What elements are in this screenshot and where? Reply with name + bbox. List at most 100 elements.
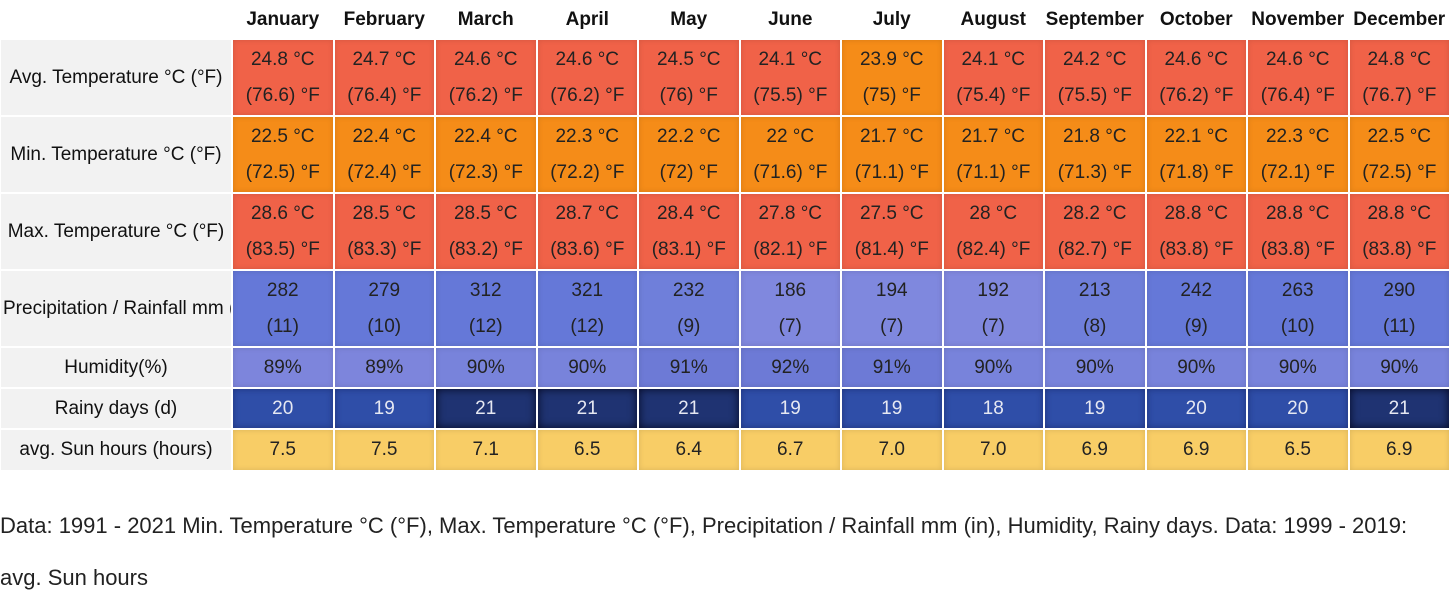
cell-primary-value: 90% bbox=[1380, 356, 1419, 378]
cell-secondary-value: (76.7) °F bbox=[1362, 84, 1437, 106]
data-cell: 90% bbox=[436, 348, 536, 387]
cell-secondary-value: (72.2) °F bbox=[550, 161, 625, 183]
cell-secondary-value: (75) °F bbox=[862, 84, 921, 106]
cell-primary-value: 22.3 °C bbox=[555, 125, 620, 147]
cell-primary-value: 20 bbox=[1287, 397, 1309, 419]
cell-primary-value: 7.5 bbox=[269, 439, 296, 460]
cell-secondary-value: (71.3) °F bbox=[1057, 161, 1132, 183]
cell-primary-value: 22.3 °C bbox=[1265, 125, 1330, 147]
cell-primary-value: 290 bbox=[1383, 279, 1416, 301]
cell-primary-value: 19 bbox=[881, 397, 903, 419]
data-cell: 213 (8) bbox=[1045, 271, 1145, 346]
data-cell: 290 (11) bbox=[1349, 271, 1449, 346]
data-cell: 7.0 bbox=[842, 430, 942, 470]
month-header-row: January February March April May June July Augu… bbox=[1, 2, 1449, 38]
cell-primary-value: 90% bbox=[1177, 356, 1216, 378]
data-cell: 24.8 °C (76.6) °F bbox=[233, 40, 333, 115]
data-cell: 6.9 bbox=[1045, 430, 1145, 470]
data-cell: 22.3 °C (72.2) °F bbox=[537, 117, 637, 192]
data-cell: 24.2 °C (75.5) °F bbox=[1045, 40, 1145, 115]
cell-primary-value: 24.6 °C bbox=[1164, 48, 1229, 70]
data-cell: 22.1 °C (71.8) °F bbox=[1146, 117, 1246, 192]
data-cell: 312 (12) bbox=[436, 271, 536, 346]
table-body: Avg. Temperature °C (°F) 24.8 °C (76.6) °F… bbox=[1, 40, 1449, 470]
cell-primary-value: 7.0 bbox=[980, 439, 1007, 460]
cell-primary-value: 24.7 °C bbox=[352, 48, 417, 70]
data-cell: 23.9 °C (75) °F bbox=[842, 40, 942, 115]
cell-primary-value: 21.7 °C bbox=[859, 125, 924, 147]
data-cell: 21.7 °C (71.1) °F bbox=[943, 117, 1043, 192]
data-cell: 89% bbox=[334, 348, 434, 387]
cell-primary-value: 21 bbox=[678, 397, 700, 419]
data-cell: 7.1 bbox=[436, 430, 536, 470]
cell-primary-value: 21.7 °C bbox=[961, 125, 1026, 147]
month-header-march: March bbox=[436, 2, 536, 38]
data-cell: 90% bbox=[1248, 348, 1348, 387]
cell-primary-value: 282 bbox=[266, 279, 299, 301]
cell-secondary-value: (10) bbox=[367, 315, 402, 337]
cell-secondary-value: (8) bbox=[1083, 315, 1107, 337]
data-cell: 22.4 °C (72.3) °F bbox=[436, 117, 536, 192]
data-cell: 24.7 °C (76.4) °F bbox=[334, 40, 434, 115]
cell-secondary-value: (10) bbox=[1280, 315, 1315, 337]
data-cell: 90% bbox=[1146, 348, 1246, 387]
data-cell: 89% bbox=[233, 348, 333, 387]
cell-secondary-value: (72.5) °F bbox=[1362, 161, 1437, 183]
avg-temperature-row: Avg. Temperature °C (°F) 24.8 °C (76.6) °F… bbox=[1, 40, 1449, 115]
cell-primary-value: 20 bbox=[1185, 397, 1207, 419]
cell-primary-value: 22.4 °C bbox=[352, 125, 417, 147]
data-cell: 194 (7) bbox=[842, 271, 942, 346]
data-cell: 28.5 °C (83.2) °F bbox=[436, 194, 536, 269]
cell-primary-value: 24.8 °C bbox=[1367, 48, 1432, 70]
month-header-may: May bbox=[639, 2, 739, 38]
cell-primary-value: 6.9 bbox=[1183, 439, 1210, 460]
data-cell: 27.8 °C (82.1) °F bbox=[740, 194, 840, 269]
row-label: Avg. Temperature °C (°F) bbox=[1, 40, 231, 115]
row-label: Min. Temperature °C (°F) bbox=[1, 117, 231, 192]
data-cell: 6.9 bbox=[1349, 430, 1449, 470]
cell-primary-value: 24.6 °C bbox=[555, 48, 620, 70]
cell-primary-value: 24.6 °C bbox=[453, 48, 518, 70]
source-note: Data: 1991 - 2021 Min. Temperature °C (°… bbox=[0, 513, 1408, 590]
cell-primary-value: 23.9 °C bbox=[859, 48, 924, 70]
cell-primary-value: 90% bbox=[974, 356, 1013, 378]
data-cell: 90% bbox=[1045, 348, 1145, 387]
cell-secondary-value: (75.4) °F bbox=[956, 84, 1031, 106]
data-cell: 282 (11) bbox=[233, 271, 333, 346]
data-cell: 24.6 °C (76.2) °F bbox=[537, 40, 637, 115]
data-cell: 22.5 °C (72.5) °F bbox=[1349, 117, 1449, 192]
cell-secondary-value: (83.1) °F bbox=[651, 238, 726, 260]
cell-primary-value: 28.5 °C bbox=[453, 202, 518, 224]
data-cell: 7.5 bbox=[233, 430, 333, 470]
cell-primary-value: 28.4 °C bbox=[656, 202, 721, 224]
month-header-february: February bbox=[334, 2, 434, 38]
data-cell: 28.4 °C (83.1) °F bbox=[639, 194, 739, 269]
row-label: Precipitation / Rainfall mm (in) bbox=[1, 271, 231, 346]
cell-primary-value: 232 bbox=[672, 279, 705, 301]
data-cell: 20 bbox=[1146, 389, 1246, 428]
data-cell: 19 bbox=[740, 389, 840, 428]
cell-secondary-value: (75.5) °F bbox=[753, 84, 828, 106]
cell-primary-value: 7.5 bbox=[371, 439, 398, 460]
cell-secondary-value: (9) bbox=[677, 315, 701, 337]
cell-primary-value: 21 bbox=[576, 397, 598, 419]
month-header-july: July bbox=[842, 2, 942, 38]
data-cell: 192 (7) bbox=[943, 271, 1043, 346]
data-cell: 6.5 bbox=[1248, 430, 1348, 470]
cell-primary-value: 22.5 °C bbox=[1367, 125, 1432, 147]
row-label: Rainy days (d) bbox=[1, 389, 231, 428]
data-cell: 232 (9) bbox=[639, 271, 739, 346]
cell-secondary-value: (82.4) °F bbox=[956, 238, 1031, 260]
max-temperature-row: Max. Temperature °C (°F) 28.6 °C (83.5) °F… bbox=[1, 194, 1449, 269]
cell-secondary-value: (76.2) °F bbox=[1159, 84, 1234, 106]
cell-primary-value: 21.8 °C bbox=[1062, 125, 1127, 147]
cell-primary-value: 18 bbox=[982, 397, 1004, 419]
data-cell: 279 (10) bbox=[334, 271, 434, 346]
humidity-row: Humidity(%) 89% 89% 90% 90% 91% 92% 91% 90% 90% 90… bbox=[1, 348, 1449, 387]
cell-primary-value: 28.8 °C bbox=[1265, 202, 1330, 224]
cell-primary-value: 6.9 bbox=[1386, 439, 1413, 460]
corner-cell bbox=[1, 2, 231, 38]
data-cell: 28.8 °C (83.8) °F bbox=[1349, 194, 1449, 269]
row-label: avg. Sun hours (hours) bbox=[1, 430, 231, 470]
cell-primary-value: 321 bbox=[571, 279, 604, 301]
